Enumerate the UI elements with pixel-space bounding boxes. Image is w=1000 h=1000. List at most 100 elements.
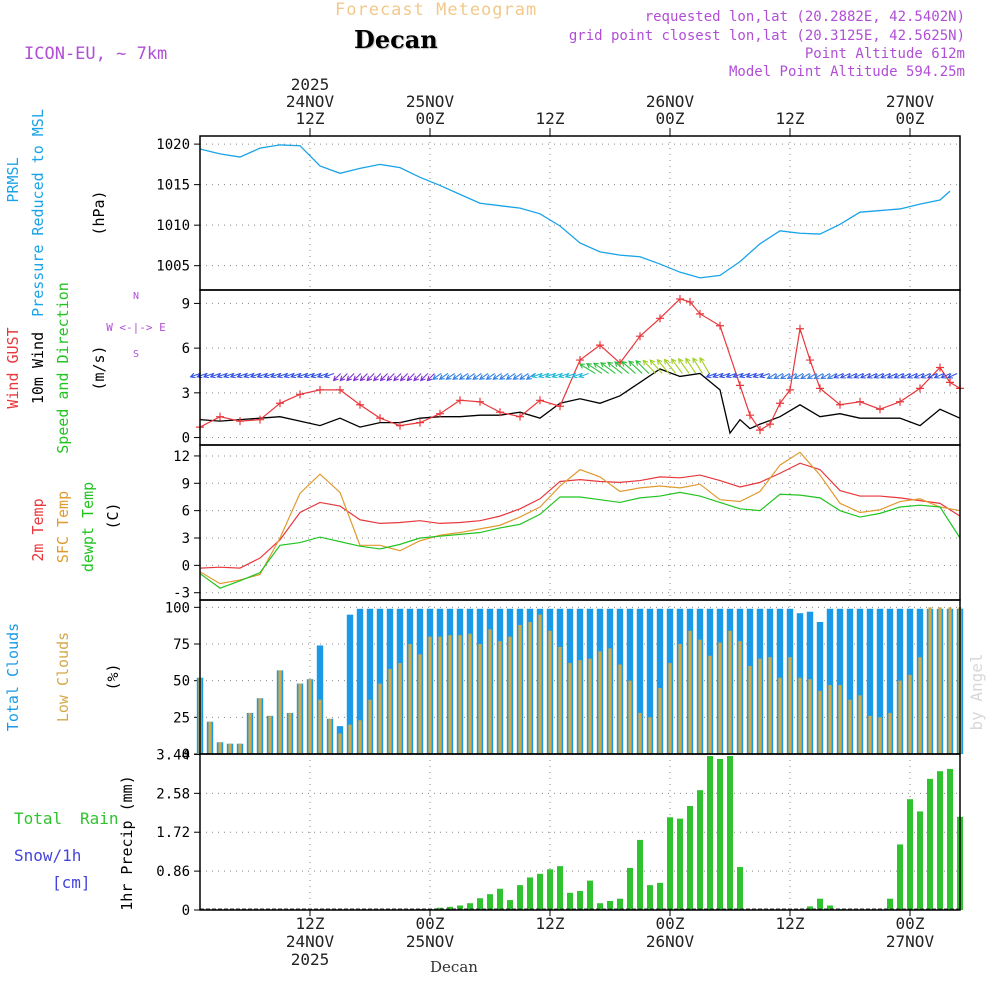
- low-cloud-bar: [288, 712, 292, 754]
- wind-direction-arrow: [202, 372, 214, 379]
- compass-north: N: [133, 291, 139, 302]
- gust-marker: [636, 332, 644, 341]
- panel-frame: [199, 444, 961, 601]
- gust-marker: [806, 356, 814, 365]
- total-cloud-bar: [376, 608, 384, 754]
- low-cloud-bar: [608, 648, 612, 754]
- low-cloud-bar: [928, 607, 932, 754]
- pressure-unit-label: (hPa): [90, 190, 108, 235]
- low-cloud-bar: [308, 679, 312, 754]
- rain-bar: [637, 839, 643, 910]
- y-tick-label: 0.86: [156, 864, 190, 880]
- y-tick-label: 1020: [156, 137, 190, 153]
- low-clouds-label: Low Clouds: [54, 632, 72, 722]
- low-cloud-bar: [368, 699, 372, 754]
- time-label-top: 12Z: [776, 109, 805, 128]
- time-label-bottom: 2025: [291, 950, 330, 969]
- low-cloud-bar: [638, 712, 642, 754]
- time-label-top: 12Z: [296, 109, 325, 128]
- wind-direction-arrow: [499, 373, 509, 380]
- wind-direction-arrow: [900, 372, 911, 379]
- wind-direction-arrow: [283, 372, 294, 379]
- total-cloud-bar: [846, 608, 854, 754]
- wind-direction-arrow: [544, 372, 556, 379]
- pressure-label: Pressure Reduced to MSL: [29, 109, 47, 317]
- rain-bar: [597, 903, 603, 910]
- gust-marker: [476, 397, 484, 406]
- wind-direction-arrow: [316, 372, 328, 379]
- sfc-temp-label: SFC Temp: [54, 491, 72, 563]
- wind-direction-arrow: [296, 372, 308, 379]
- time-label-top: 00Z: [656, 109, 685, 128]
- compass-west-east: W <-|-> E: [106, 321, 166, 334]
- low-cloud-bar: [278, 670, 282, 754]
- wind-direction-arrow: [223, 372, 234, 379]
- precip-unit-label: 1hr Precip (mm): [118, 775, 136, 910]
- low-cloud-bar: [858, 695, 862, 754]
- wind-direction-arrow: [352, 373, 362, 382]
- wind-direction-arrow: [263, 372, 274, 379]
- y-tick-label: 0: [182, 747, 190, 763]
- y-tick-label: 9: [182, 296, 190, 312]
- wind-direction-arrow: [745, 372, 757, 379]
- rain-bar: [707, 756, 713, 910]
- wind-direction-arrow: [452, 373, 462, 380]
- time-label-bottom: 12Z: [776, 914, 805, 933]
- wind-direction-arrow: [752, 372, 763, 379]
- wind-direction-arrow: [310, 372, 321, 379]
- wind-direction-arrow: [642, 359, 656, 374]
- bottom-location-label: Decan: [430, 958, 478, 976]
- wind-direction-arrow: [445, 373, 455, 380]
- wind-direction-arrow: [478, 373, 489, 380]
- wind-direction-arrow: [216, 372, 227, 379]
- wind-direction-arrow: [933, 372, 944, 379]
- low-cloud-bar: [348, 724, 352, 754]
- wind-direction-arrow: [512, 373, 522, 380]
- wind-direction-arrow: [578, 363, 596, 374]
- low-cloud-bar: [358, 720, 362, 754]
- rain-bar: [657, 882, 663, 910]
- snow-unit-label: [cm]: [52, 873, 91, 892]
- y-tick-label: 2.58: [156, 786, 190, 802]
- wind-direction-arrow: [940, 372, 951, 379]
- wind-direction-arrow: [718, 372, 730, 379]
- rain-bar: [497, 888, 503, 910]
- gust-marker: [796, 324, 804, 333]
- low-cloud-bar: [428, 636, 432, 754]
- low-cloud-bar: [398, 663, 402, 754]
- low-cloud-bar: [378, 683, 382, 754]
- wind-direction-arrow: [525, 373, 536, 380]
- wind-direction-arrow: [873, 372, 884, 379]
- rain-bar: [577, 891, 583, 910]
- gust-marker: [596, 341, 604, 350]
- wind-direction-arrow: [839, 372, 851, 379]
- wind-direction-arrow: [628, 360, 643, 374]
- time-label-top: 00Z: [416, 109, 445, 128]
- rain-bar: [937, 771, 943, 910]
- gust-marker: [786, 385, 794, 394]
- wind-direction-arrow: [399, 373, 409, 382]
- snow-label: Snow/1h: [14, 846, 81, 865]
- low-cloud-bar: [208, 721, 212, 754]
- wind-direction-arrow: [537, 372, 549, 379]
- panel-frame: [199, 289, 961, 446]
- low-cloud-bar: [648, 717, 652, 754]
- wind-direction-arrow: [806, 372, 817, 380]
- rain-bar: [887, 898, 893, 910]
- wind-direction-arrow: [359, 373, 368, 382]
- wind-direction-arrow: [236, 372, 248, 379]
- wind-direction-arrow: [432, 373, 442, 380]
- time-label-bottom: 26NOV: [646, 932, 695, 951]
- faded-title: Forecast Meteogram: [335, 0, 538, 20]
- wind-direction-arrow: [886, 372, 898, 379]
- low-cloud-bar: [708, 655, 712, 754]
- low-cloud-bar: [518, 624, 522, 754]
- wind-direction-arrow: [820, 372, 831, 380]
- wind-direction-arrow: [670, 358, 683, 374]
- low-cloud-bar: [718, 642, 722, 754]
- time-label-bottom: 00Z: [416, 914, 445, 933]
- y-tick-label: 3: [182, 386, 190, 402]
- y-tick-label: 1.72: [156, 825, 190, 841]
- rain-bar: [517, 885, 523, 910]
- y-tick-label: 50: [173, 674, 190, 690]
